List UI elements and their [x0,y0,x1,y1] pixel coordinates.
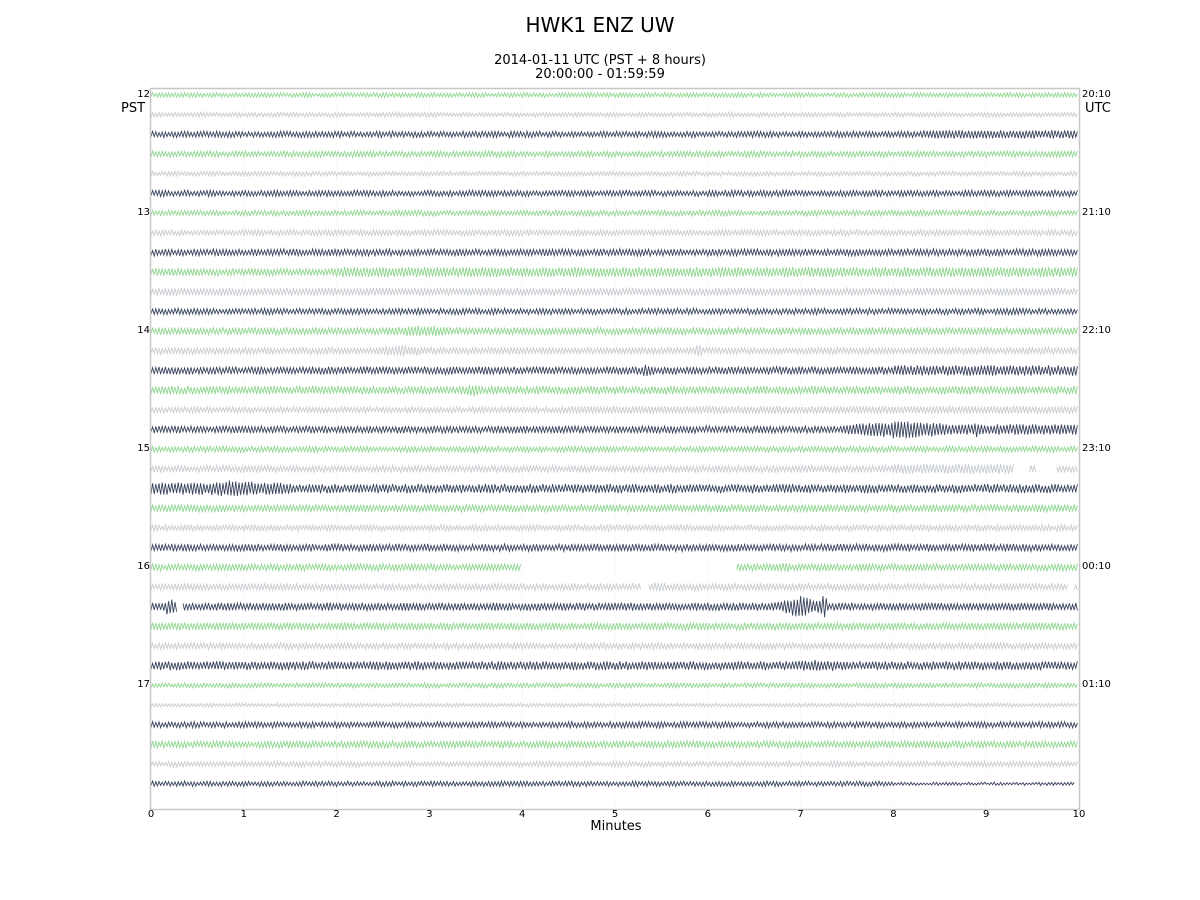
trace-line-4 [150,169,1078,178]
trace-line-19 [150,463,1078,475]
plot-frame [149,87,1081,811]
right-hour-label: 21:10 [1082,207,1111,219]
x-tick-label: 3 [426,809,433,820]
trace-line-16 [150,404,1078,415]
trace-line-21 [150,502,1078,514]
left-hour-label: 16 [137,561,150,573]
trace-line-23 [150,542,1078,554]
subtitle-time-range: 20:00:00 - 01:59:59 [535,67,665,82]
right-hour-label: 23:10 [1082,443,1111,455]
trace-line-8 [150,247,1078,258]
x-tick-label: 7 [797,809,804,820]
left-hour-label: 15 [137,443,150,455]
seismic-traces [150,91,1078,788]
trace-line-25 [150,581,1078,593]
x-axis-label: Minutes [590,819,642,834]
trace-line-33 [150,739,1078,750]
trace-line-1 [150,110,1078,119]
trace-line-30 [150,681,1078,690]
trace-line-7 [150,227,1078,238]
x-tick-label: 9 [983,809,990,820]
trace-line-5 [150,188,1078,199]
x-tick-label: 2 [333,809,340,820]
right-hour-label: 01:10 [1082,679,1111,691]
x-tick-label: 4 [519,809,526,820]
x-tick-label: 6 [704,809,711,820]
trace-line-3 [150,149,1078,159]
left-hour-label: 12 [137,89,150,100]
trace-line-13 [150,345,1078,357]
trace-line-12 [150,325,1078,337]
trace-line-28 [150,640,1078,652]
trace-line-11 [150,306,1078,317]
subtitle-date: 2014-01-11 UTC (PST + 8 hours) [494,53,706,68]
trace-line-0 [150,91,1078,99]
x-tick-label: 0 [147,809,155,820]
trace-line-27 [150,620,1078,632]
x-tick-label: 1 [240,809,247,820]
trace-line-29 [150,659,1078,672]
trace-line-35 [150,779,1075,788]
trace-line-2 [150,129,1078,140]
trace-line-20 [150,480,1078,497]
trace-line-24 [150,561,1078,573]
trace-line-6 [150,208,1078,218]
chart-title: HWK1 ENZ UW [525,13,675,37]
right-hour-label: 22:10 [1082,325,1111,337]
left-timezone-label: PST [121,101,146,116]
right-hour-label: 20:10 [1082,89,1111,100]
trace-line-14 [150,364,1078,377]
x-tick-label: 8 [890,809,897,820]
trace-line-18 [150,444,1078,455]
left-hour-label: 17 [137,679,150,691]
trace-line-10 [150,286,1078,298]
right-hour-label: 00:10 [1082,561,1111,573]
trace-line-9 [150,266,1078,278]
trace-line-22 [150,523,1078,533]
trace-line-32 [150,719,1078,730]
x-tick-label: 5 [611,809,619,820]
trace-line-26 [150,595,1078,618]
chart-subtitle: 2014-01-11 UTC (PST + 8 hours) 20:00:00 … [0,54,1200,82]
trace-line-34 [150,759,1078,769]
trace-line-31 [150,701,1078,709]
trace-line-17 [150,421,1078,439]
left-hour-label: 13 [137,207,150,219]
x-tick-label: 10 [1072,809,1086,820]
left-hour-label: 14 [137,325,150,337]
trace-line-15 [150,384,1078,397]
right-timezone-label: UTC [1085,101,1111,116]
